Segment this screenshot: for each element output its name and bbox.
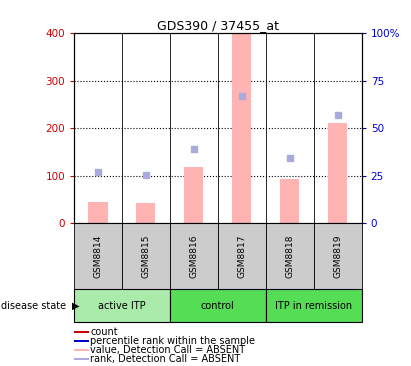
Bar [88, 202, 108, 223]
Text: GSM8816: GSM8816 [189, 235, 199, 278]
Title: GDS390 / 37455_at: GDS390 / 37455_at [157, 19, 279, 32]
Point [286, 155, 293, 161]
Text: GSM8818: GSM8818 [285, 235, 294, 278]
Text: percentile rank within the sample: percentile rank within the sample [90, 336, 255, 346]
Bar [184, 167, 203, 223]
Point [191, 146, 197, 152]
Bar [74, 289, 170, 322]
Text: GSM8814: GSM8814 [93, 235, 102, 278]
Point [335, 112, 341, 118]
Bar [218, 223, 266, 289]
Text: control: control [201, 300, 235, 311]
Text: count: count [90, 327, 118, 337]
Text: ITP in remission: ITP in remission [275, 300, 352, 311]
Text: ▶: ▶ [72, 300, 79, 311]
Point [238, 93, 245, 99]
Bar [170, 223, 218, 289]
Text: active ITP: active ITP [98, 300, 146, 311]
Bar [280, 179, 299, 223]
Bar [266, 289, 362, 322]
Bar [232, 33, 252, 223]
Bar [74, 358, 89, 360]
Text: value, Detection Call = ABSENT: value, Detection Call = ABSENT [90, 345, 245, 355]
Bar [328, 123, 347, 223]
Bar [74, 223, 122, 289]
Bar [74, 340, 89, 342]
Bar [170, 289, 266, 322]
Bar [74, 349, 89, 351]
Text: rank, Detection Call = ABSENT: rank, Detection Call = ABSENT [90, 354, 241, 364]
Bar [314, 223, 362, 289]
Text: GSM8819: GSM8819 [333, 235, 342, 278]
Bar [136, 203, 155, 223]
Bar [266, 223, 314, 289]
Point [95, 169, 101, 175]
Point [143, 172, 149, 178]
Text: disease state: disease state [1, 300, 66, 311]
Text: GSM8817: GSM8817 [237, 235, 246, 278]
Bar [122, 223, 170, 289]
Bar [74, 331, 89, 333]
Text: GSM8815: GSM8815 [141, 235, 150, 278]
